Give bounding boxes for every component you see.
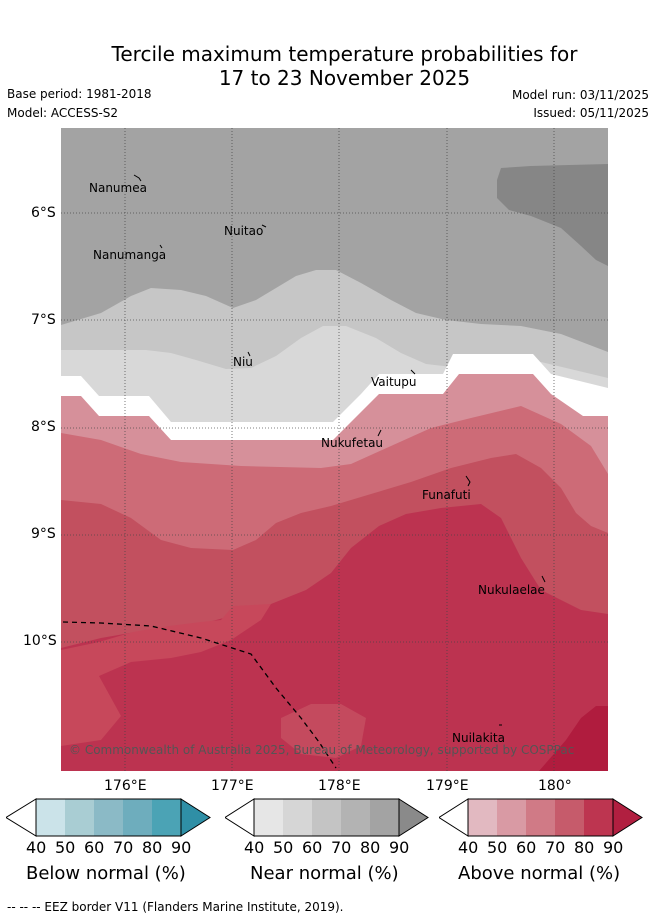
colorbar-near-normal-segment xyxy=(283,799,312,836)
colorbar-near-normal-segment xyxy=(370,799,399,836)
colorbar-near-tick-60: 60 xyxy=(302,838,323,857)
colorbar-below-normal-segment xyxy=(65,799,94,836)
colorbar-below-normal xyxy=(6,798,211,837)
place-label-nukulaelae: Nukulaelae xyxy=(478,583,545,597)
colorbar-above-normal-segment xyxy=(584,799,613,836)
probability-map xyxy=(61,128,608,771)
island-nanumea xyxy=(133,174,142,182)
island-nanumanga xyxy=(159,244,163,249)
colorbar-above-tick-60: 60 xyxy=(516,838,537,857)
above-normal-70-patch xyxy=(61,604,271,746)
map-title-line2: 17 to 23 November 2025 xyxy=(218,66,471,90)
lat-tick-7s: 7°S xyxy=(31,312,56,328)
colorbar-below-tick-50: 50 xyxy=(55,838,76,857)
colorbar-above-tick-70: 70 xyxy=(545,838,566,857)
colorbar-above-label: Above normal (%) xyxy=(458,863,621,884)
lon-tick-176e: 176°E xyxy=(104,778,147,794)
colorbar-below-normal-segment xyxy=(152,799,181,836)
above-normal-90-region xyxy=(539,706,608,771)
colorbar-above-normal-segment xyxy=(526,799,555,836)
place-label-vaitupu: Vaitupu xyxy=(371,375,417,389)
base-period: Base period: 1981-2018 xyxy=(7,87,152,101)
lon-tick-180: 180° xyxy=(538,778,572,794)
above-normal-80-region xyxy=(61,504,608,771)
colorbar-above-tick-80: 80 xyxy=(574,838,595,857)
colorbar-below-label: Below normal (%) xyxy=(26,863,186,884)
colorbar-near-normal-segment xyxy=(254,799,283,836)
place-label-nuilakita: Nuilakita xyxy=(452,731,505,745)
colorbar-above-tick-40: 40 xyxy=(458,838,479,857)
map-title-line1: Tercile maximum temperature probabilitie… xyxy=(111,42,578,66)
model-run: Model run: 03/11/2025 xyxy=(511,88,649,102)
colorbar-near-tick-50: 50 xyxy=(273,838,294,857)
colorbar-above-normal-segment xyxy=(468,799,497,836)
colorbar-above-normal-low-arrow xyxy=(439,798,469,837)
colorbar-near-normal xyxy=(225,798,429,837)
colorbar-above-tick-90: 90 xyxy=(603,838,624,857)
eez-legend-text: -- -- -- EEZ border V11 (Flanders Marine… xyxy=(7,900,344,914)
island-nuitao xyxy=(261,224,267,228)
colorbar-below-tick-60: 60 xyxy=(84,838,105,857)
place-label-nanumea: Nanumea xyxy=(89,181,147,195)
place-label-nuitao: Nuitao xyxy=(224,224,264,238)
place-label-nukufetau: Nukufetau xyxy=(321,436,384,450)
island-shapes xyxy=(133,174,546,726)
colorbar-near-tick-80: 80 xyxy=(360,838,381,857)
colorbar-near-tick-40: 40 xyxy=(244,838,265,857)
above-normal-70-patch-south xyxy=(281,704,366,758)
colorbar-below-tick-80: 80 xyxy=(142,838,163,857)
colorbar-near-label: Near normal (%) xyxy=(250,863,399,884)
lat-tick-10s: 10°S xyxy=(23,633,57,649)
eez-border xyxy=(62,621,337,769)
colorbar-near-normal-segment xyxy=(341,799,370,836)
island-nukulaelae xyxy=(541,575,546,583)
colorbar-below-tick-40: 40 xyxy=(26,838,47,857)
colorbar-above-normal-segment xyxy=(497,799,526,836)
colorbar-below-normal-low-arrow xyxy=(6,798,37,837)
colorbar-near-normal-high-arrow xyxy=(398,798,429,837)
lat-tick-8s: 8°S xyxy=(31,419,56,435)
colorbar-above-tick-50: 50 xyxy=(487,838,508,857)
colorbar-above-normal-segment xyxy=(555,799,584,836)
lat-tick-9s: 9°S xyxy=(31,526,56,542)
island-niu xyxy=(247,351,251,357)
colorbar-near-normal-low-arrow xyxy=(225,798,255,837)
island-nukufetau xyxy=(377,429,382,437)
lon-tick-177e: 177°E xyxy=(211,778,254,794)
colorbar-below-normal-high-arrow xyxy=(180,798,211,837)
place-label-niu: Niu xyxy=(233,355,253,369)
lon-tick-179e: 179°E xyxy=(426,778,469,794)
colorbar-below-normal-segment xyxy=(123,799,152,836)
colorbar-below-tick-70: 70 xyxy=(113,838,134,857)
place-label-funafuti: Funafuti xyxy=(422,488,471,502)
place-label-nanumanga: Nanumanga xyxy=(93,248,167,262)
colorbar-below-normal-segment xyxy=(36,799,65,836)
colorbar-above-normal-high-arrow xyxy=(612,798,643,837)
copyright-notice: © Commonwealth of Australia 2025, Bureau… xyxy=(69,743,575,757)
colorbar-near-tick-90: 90 xyxy=(389,838,410,857)
lat-tick-6s: 6°S xyxy=(31,205,56,221)
model-name: Model: ACCESS-S2 xyxy=(7,106,119,120)
issued-date: Issued: 05/11/2025 xyxy=(533,106,649,120)
graticule xyxy=(61,128,608,771)
colorbar-below-normal-segment xyxy=(94,799,123,836)
lon-tick-178e: 178°E xyxy=(318,778,361,794)
colorbar-below-tick-90: 90 xyxy=(171,838,192,857)
colorbar-near-tick-70: 70 xyxy=(331,838,352,857)
colorbar-above-normal xyxy=(439,798,643,837)
island-funafuti xyxy=(465,475,471,487)
colorbar-near-normal-segment xyxy=(312,799,341,836)
near-normal-70-region xyxy=(497,164,608,266)
island-vaitupu xyxy=(410,369,416,375)
